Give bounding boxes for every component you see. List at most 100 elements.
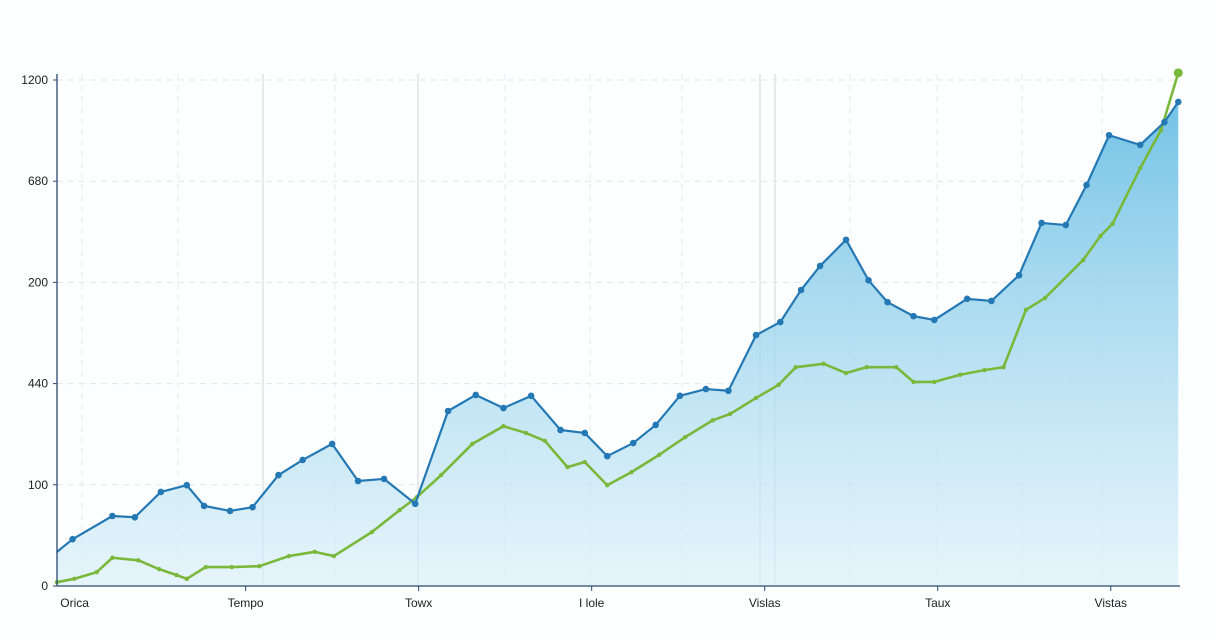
blue-series-point <box>109 512 116 520</box>
blue-series-point <box>200 502 208 510</box>
blue-series-point <box>752 331 760 339</box>
green-series-point <box>864 364 870 370</box>
green-series-point <box>776 382 781 388</box>
green-series-point <box>174 572 179 578</box>
green-series-point <box>753 395 759 401</box>
x-tick-label: Vislas <box>749 596 781 610</box>
blue-series-point <box>652 421 660 429</box>
green-series-point <box>629 469 634 475</box>
y-tick-label: 1200 <box>21 73 48 87</box>
green-series-point <box>1001 364 1006 370</box>
blue-series-point <box>183 481 191 489</box>
green-series-point <box>793 364 799 370</box>
blue-series-point <box>557 426 564 434</box>
green-series-point <box>656 452 662 458</box>
blue-series-point <box>1083 181 1090 189</box>
green-series-point <box>523 430 529 436</box>
green-series-point <box>682 434 688 440</box>
blue-series-point <box>988 297 995 305</box>
area-layer <box>57 101 1179 586</box>
green-series-point <box>1023 307 1029 313</box>
blue-series-point <box>444 407 452 415</box>
green-series-point <box>958 372 963 377</box>
green-series-point <box>565 464 570 470</box>
green-series-point <box>438 472 444 478</box>
green-series-point <box>982 367 987 373</box>
green-series-point <box>582 459 587 465</box>
blue-series-point <box>157 488 165 496</box>
green-series-point <box>1158 127 1164 133</box>
x-tick-label: Taux <box>925 596 950 610</box>
y-tick-label: 200 <box>28 275 48 289</box>
axes <box>56 74 1180 587</box>
blue-series-point <box>275 471 282 479</box>
green-series-point <box>605 483 610 488</box>
blue-series-point <box>930 316 938 324</box>
y-tick-label: 440 <box>28 377 48 391</box>
green-series-point <box>286 553 292 559</box>
blue-series-point <box>884 298 891 306</box>
green-series-point <box>501 423 506 429</box>
x-tick-label: Tempo <box>228 596 264 610</box>
blue-series-point <box>629 439 637 447</box>
green-series-point <box>821 361 826 366</box>
green-series-point <box>94 569 99 575</box>
y-tick-label: 100 <box>28 478 48 492</box>
y-ticks: 0 100 440 200 680 1200 <box>21 73 57 593</box>
x-tick-label: Towx <box>405 596 432 610</box>
blue-series-point <box>1105 131 1113 139</box>
blue-series-point <box>816 262 824 270</box>
green-series-point <box>542 438 548 444</box>
blue-series-area <box>57 101 1179 586</box>
green-series-line <box>56 72 1180 584</box>
blue-series-point <box>1062 221 1070 229</box>
green-series-point <box>331 553 337 559</box>
green-series-point <box>184 576 189 582</box>
green-series-point <box>932 379 937 385</box>
green-series-point <box>843 370 849 376</box>
green-series-point <box>710 418 716 423</box>
green-series-point <box>894 364 899 370</box>
green-series-point <box>1080 257 1086 263</box>
green-series-point <box>1110 221 1115 226</box>
green-series-point <box>397 507 402 513</box>
x-tick-label: Vistas <box>1095 596 1127 610</box>
blue-series-point <box>299 456 307 464</box>
lines-layer <box>54 68 1183 585</box>
green-series-point <box>312 549 318 555</box>
blue-series-point <box>500 404 507 412</box>
green-series-point <box>470 441 475 447</box>
blue-series-point <box>1136 141 1144 149</box>
green-series-point <box>136 558 141 563</box>
blue-series-point <box>69 535 76 543</box>
blue-series-point <box>865 276 872 284</box>
blue-series-point <box>910 312 917 320</box>
blue-series-point <box>131 513 139 521</box>
blue-series-point <box>725 387 732 395</box>
green-series-point <box>110 555 115 560</box>
blue-series-point <box>676 392 684 400</box>
blue-series-point <box>1174 98 1182 106</box>
blue-series-point <box>1015 271 1023 279</box>
blue-series-point <box>354 477 362 485</box>
blue-series-point <box>411 500 419 508</box>
y-tick-label: 0 <box>41 579 48 593</box>
blue-series-point <box>1161 118 1168 126</box>
blue-series-line <box>56 101 1180 553</box>
x-tick-label: Orica <box>60 596 89 610</box>
green-series-point <box>72 576 77 582</box>
blue-series-point <box>776 318 784 326</box>
green-series-point <box>229 564 234 570</box>
green-series-point <box>1173 68 1183 78</box>
blue-series-point <box>963 295 971 303</box>
x-ticks: Orica Tempo Towx I lole Vislas Taux Vistas <box>60 586 1127 610</box>
blue-series-point <box>249 503 256 511</box>
green-series-point <box>203 564 209 570</box>
green-series-point <box>257 563 262 569</box>
blue-series-point <box>226 507 234 515</box>
blue-series-point <box>328 440 336 448</box>
blue-series-point <box>581 429 589 437</box>
blue-series-point <box>472 391 480 399</box>
y-tick-label: 680 <box>28 174 48 188</box>
